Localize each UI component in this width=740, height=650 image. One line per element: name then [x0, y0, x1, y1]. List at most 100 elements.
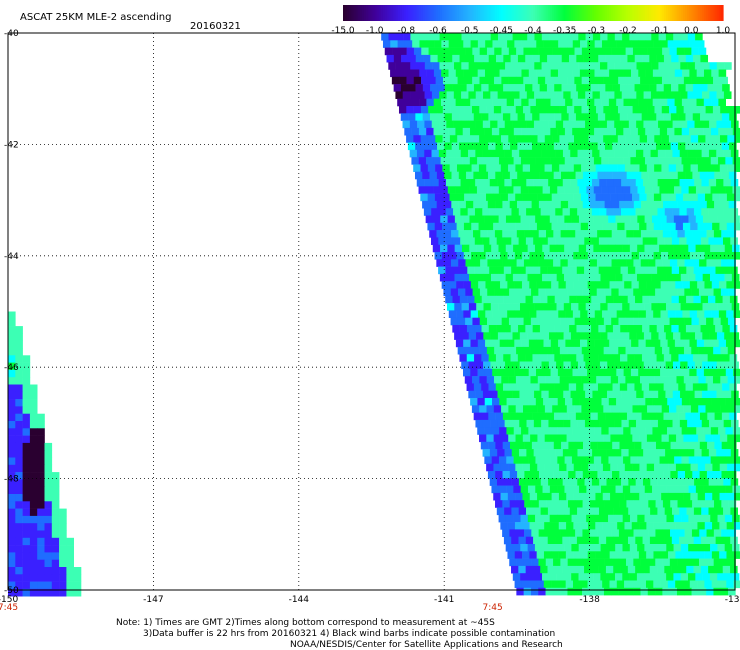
colorbar-segment [681, 5, 684, 21]
data-cell [571, 215, 580, 224]
data-cell [542, 544, 550, 552]
data-cell [694, 449, 702, 457]
data-cell [680, 244, 689, 253]
data-cell [648, 113, 657, 121]
data-cell [468, 149, 476, 158]
data-cell [51, 523, 60, 531]
data-cell [489, 237, 497, 245]
colorbar-segment [527, 5, 530, 21]
data-cell [562, 295, 570, 304]
data-cell [661, 76, 670, 85]
data-cell [609, 281, 618, 289]
data-cell [686, 565, 694, 574]
colorbar-segment [578, 5, 582, 21]
data-cell [695, 514, 704, 523]
data-cell [531, 200, 540, 209]
data-cell [523, 47, 532, 56]
data-cell [524, 113, 533, 121]
data-cell [707, 412, 715, 421]
colorbar-segment [369, 5, 373, 21]
data-cell [609, 69, 617, 78]
data-cell [664, 325, 672, 333]
data-cell [552, 405, 560, 413]
data-cell [686, 295, 694, 304]
data-cell [465, 259, 474, 267]
data-cell [538, 558, 547, 567]
data-cell [625, 376, 633, 384]
data-cell [673, 33, 681, 41]
data-cell [687, 120, 695, 129]
data-cell [486, 135, 494, 143]
data-cell [641, 500, 649, 508]
data-cell [668, 222, 676, 231]
colorbar-segment [662, 5, 665, 21]
data-cell [637, 514, 645, 523]
data-cell [669, 587, 678, 596]
data-cell [724, 573, 733, 581]
data-cell [491, 127, 500, 136]
data-cell [548, 478, 556, 486]
data-cell [493, 193, 501, 202]
data-cell [704, 310, 712, 318]
data-cell [560, 230, 569, 238]
data-cell [446, 33, 455, 41]
data-cell [473, 113, 482, 121]
data-cell [506, 69, 515, 78]
data-cell [734, 135, 740, 143]
data-cell [519, 449, 527, 457]
data-cell [616, 398, 624, 406]
data-cell [613, 237, 622, 245]
data-cell [709, 390, 717, 399]
data-cell [559, 463, 567, 472]
data-cell [648, 441, 657, 450]
colorbar-segment [650, 5, 654, 21]
colorbar-segment [356, 5, 359, 21]
data-cell [593, 514, 602, 523]
data-cell [427, 193, 436, 202]
data-cell [702, 273, 711, 282]
data-cell [678, 54, 687, 63]
data-cell [681, 215, 689, 224]
data-cell [543, 69, 551, 78]
data-cell [631, 310, 639, 318]
data-cell [689, 339, 698, 348]
data-cell [566, 405, 575, 413]
data-cell [685, 441, 693, 450]
data-cell [541, 33, 550, 41]
data-cell [623, 456, 631, 464]
data-cell [590, 84, 599, 92]
data-cell [8, 348, 16, 356]
data-cell [637, 244, 645, 253]
colorbar-segment [474, 5, 477, 21]
data-cell [596, 259, 605, 267]
data-cell [630, 368, 639, 377]
data-cell [522, 405, 531, 413]
data-cell [658, 33, 667, 41]
colorbar-segment [483, 5, 487, 21]
data-cell [588, 193, 596, 202]
data-cell [709, 361, 718, 370]
data-cell [713, 529, 722, 537]
data-cell [569, 266, 578, 275]
data-cell [561, 84, 570, 92]
data-cell [555, 536, 563, 545]
data-cell [554, 266, 563, 275]
data-cell [513, 398, 522, 406]
data-cell [566, 135, 575, 143]
colorbar-label: -15.0 [331, 26, 355, 36]
data-cell [595, 193, 604, 202]
data-cell [625, 76, 634, 85]
data-cell [567, 76, 575, 85]
colorbar-segment [669, 5, 673, 21]
data-cell [616, 580, 625, 589]
data-cell [705, 76, 714, 85]
data-cell [733, 339, 740, 348]
y-tick-label: -48 [4, 475, 19, 485]
colorbar-segment [379, 5, 382, 21]
colorbar-segment [648, 5, 652, 21]
data-cell [580, 310, 588, 318]
data-cell [413, 135, 421, 143]
data-cell [530, 135, 538, 143]
data-cell [8, 369, 16, 378]
data-cell [721, 500, 729, 508]
